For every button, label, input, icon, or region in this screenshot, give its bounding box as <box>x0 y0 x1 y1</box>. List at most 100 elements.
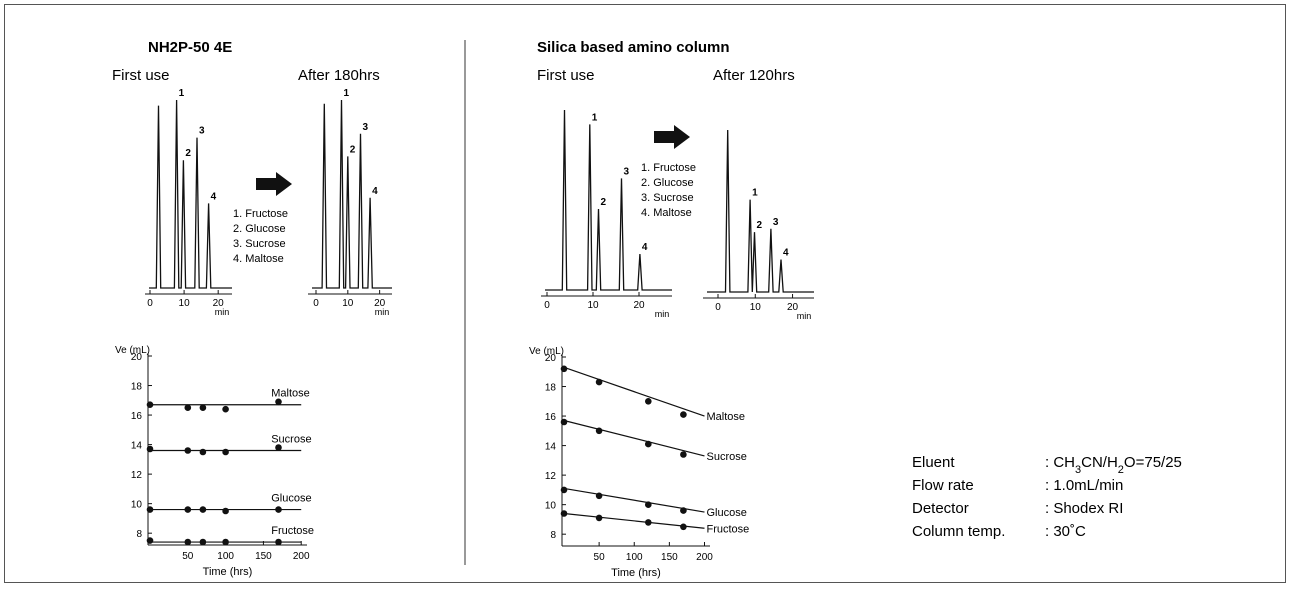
y-axis-tick-label: 20 <box>545 353 557 364</box>
data-point <box>561 366 568 373</box>
x-axis-tick-label: 200 <box>293 551 310 562</box>
data-point <box>680 507 687 514</box>
data-point <box>561 510 568 517</box>
peak-label: 1 <box>344 88 350 99</box>
peak-label: 3 <box>199 126 205 137</box>
chromatogram-trace <box>312 100 392 288</box>
y-axis-tick-label: 16 <box>545 412 557 423</box>
peak-label: 1 <box>179 88 185 99</box>
condition-label-eluent: Eluent <box>912 454 955 471</box>
peak-label: 3 <box>363 122 369 133</box>
data-point <box>561 419 568 426</box>
x-axis-label: Time (hrs) <box>611 567 661 579</box>
data-point <box>222 449 229 456</box>
condition-value-flow-rate: : 1.0mL/min <box>1045 477 1123 494</box>
data-point <box>185 539 192 546</box>
legend-item: 2. Glucose <box>641 177 694 189</box>
right-peak-legend: 1. Fructose 2. Glucose 3. Sucrose 4. Mal… <box>641 162 696 219</box>
left-after-label: After 180hrs <box>298 67 380 84</box>
left-first-use-label: First use <box>112 67 170 84</box>
data-point <box>200 539 207 546</box>
series-label: Glucose <box>271 493 311 505</box>
peak-label: 2 <box>185 148 191 159</box>
data-point <box>200 449 207 456</box>
series-label: Glucose <box>706 507 746 519</box>
peak-label: 3 <box>624 166 630 177</box>
y-axis-tick-label: 8 <box>136 529 142 540</box>
legend-item: 1. Fructose <box>641 162 696 174</box>
data-point <box>645 519 652 526</box>
data-point <box>596 515 603 522</box>
condition-value-column-temp: : 30˚C <box>1045 523 1086 540</box>
data-point <box>147 401 154 408</box>
time-axis-tick-label: 20 <box>633 300 645 311</box>
time-axis-unit-label: min <box>215 307 230 317</box>
peak-label: 3 <box>773 217 779 228</box>
right-arrow-icon <box>654 125 690 149</box>
peak-label: 1 <box>752 188 758 199</box>
conditions-table: Eluent : CH3CN/H2O=75/25 Flow rate : 1.0… <box>912 454 1182 540</box>
condition-value-detector: : Shodex RI <box>1045 500 1123 517</box>
x-axis-tick-label: 100 <box>217 551 234 562</box>
data-point <box>147 537 154 544</box>
data-point <box>185 404 192 411</box>
peak-label: 1 <box>592 112 598 123</box>
legend-item: 1. Fructose <box>233 208 288 220</box>
peak-label: 4 <box>783 248 789 259</box>
condition-label-column-temp: Column temp. <box>912 523 1005 540</box>
data-point <box>147 506 154 513</box>
data-point <box>645 398 652 405</box>
y-axis-tick-label: 16 <box>131 411 143 422</box>
data-point <box>200 506 207 513</box>
peak-label: 2 <box>601 197 607 208</box>
y-axis-tick-label: 10 <box>545 501 557 512</box>
x-axis-tick-label: 200 <box>696 552 713 563</box>
peak-label: 4 <box>642 242 648 253</box>
time-axis-unit-label: min <box>375 307 390 317</box>
data-point <box>275 506 282 513</box>
data-point <box>596 428 603 435</box>
legend-item: 2. Glucose <box>233 223 286 235</box>
data-point <box>147 446 154 453</box>
x-axis-tick-label: 100 <box>626 552 643 563</box>
data-point <box>222 508 229 515</box>
left-panel-title: NH2P-50 4E <box>148 39 232 56</box>
legend-item: 3. Sucrose <box>641 192 694 204</box>
data-point <box>645 441 652 448</box>
time-axis-tick-label: 0 <box>147 298 153 309</box>
legend-item: 4. Maltose <box>641 207 692 219</box>
condition-label-flow-rate: Flow rate <box>912 477 974 494</box>
peak-label: 2 <box>757 220 763 231</box>
peak-label: 4 <box>211 191 217 202</box>
x-axis-tick-label: 150 <box>255 551 272 562</box>
y-axis-tick-label: 12 <box>545 471 557 482</box>
chromatogram-trace <box>149 100 232 288</box>
right-after-label: After 120hrs <box>713 67 795 84</box>
series-label: Sucrose <box>271 434 311 446</box>
time-axis-tick-label: 10 <box>587 300 599 311</box>
series-label: Maltose <box>271 388 310 400</box>
peak-label: 2 <box>350 144 356 155</box>
x-axis-tick-label: 150 <box>661 552 678 563</box>
fit-line <box>564 367 704 416</box>
y-axis-tick-label: 14 <box>131 441 143 452</box>
y-axis-tick-label: 20 <box>131 352 143 363</box>
condition-label-detector: Detector <box>912 500 969 517</box>
data-point <box>185 506 192 513</box>
data-point <box>680 524 687 531</box>
data-point <box>596 379 603 386</box>
x-axis-label: Time (hrs) <box>203 566 253 578</box>
right-panel-title: Silica based amino column <box>537 39 730 56</box>
y-axis-tick-label: 12 <box>131 470 143 481</box>
time-axis-tick-label: 10 <box>750 302 762 313</box>
series-label: Maltose <box>706 411 745 423</box>
series-label: Sucrose <box>706 451 746 463</box>
right-first-use-label: First use <box>537 67 595 84</box>
data-point <box>680 451 687 458</box>
data-point <box>645 501 652 508</box>
